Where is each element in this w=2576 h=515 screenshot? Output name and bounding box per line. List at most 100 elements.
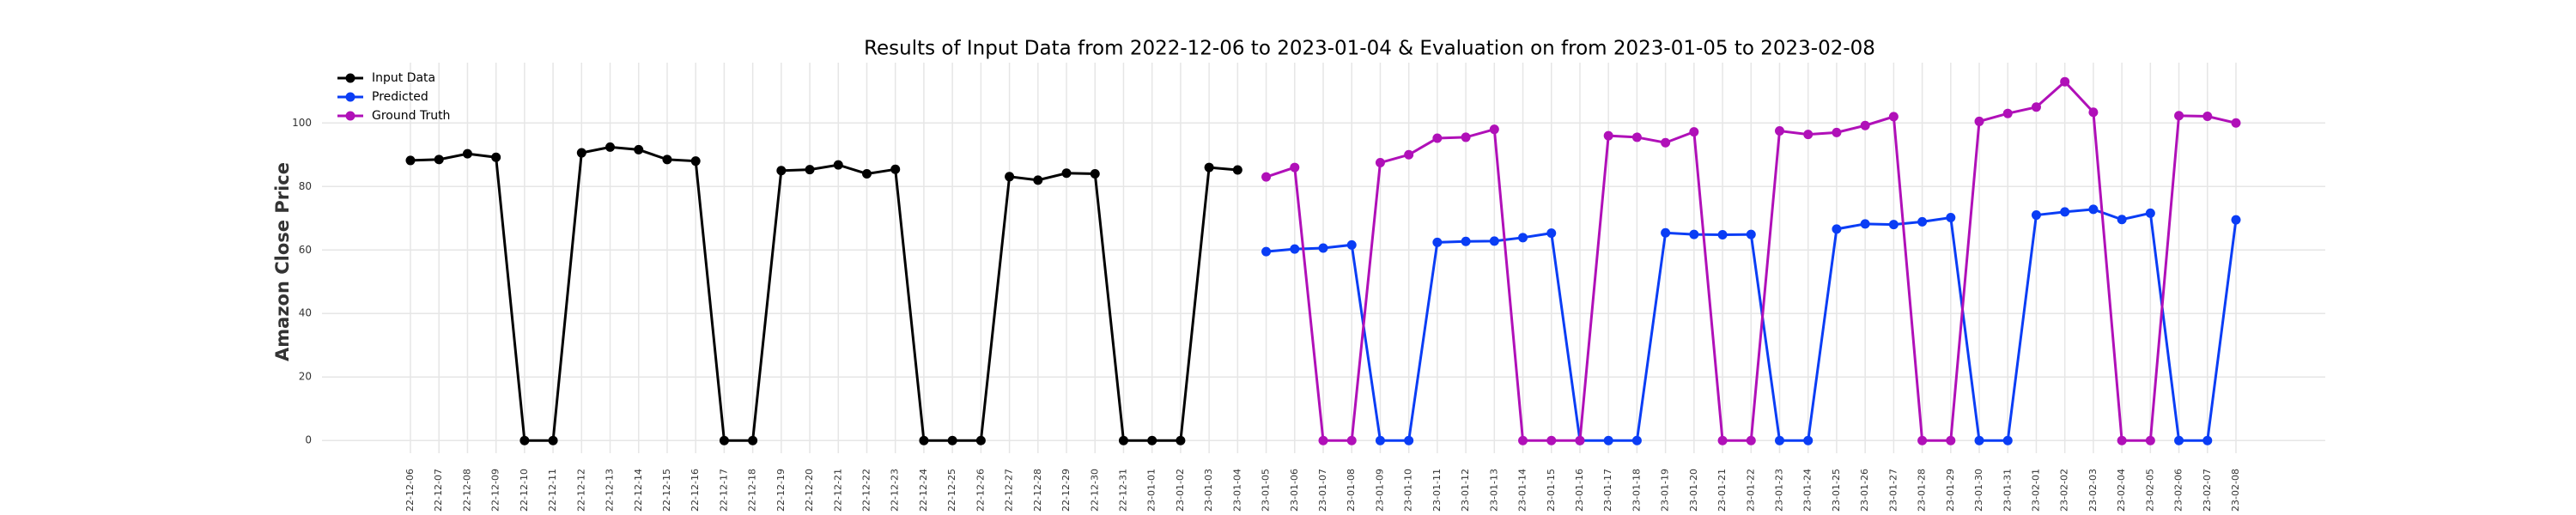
point xyxy=(2117,215,2127,225)
y-tick-label: 0 xyxy=(305,434,312,446)
point xyxy=(1546,228,1557,239)
x-tick-label: 23-01-06 xyxy=(1289,469,1300,512)
point xyxy=(1661,227,1671,238)
y-tick-label: 40 xyxy=(299,307,312,319)
point xyxy=(1375,435,1385,445)
series-line xyxy=(410,145,1238,442)
x-tick-label: 22-12-16 xyxy=(690,469,701,512)
point xyxy=(2117,435,2127,445)
x-tick-label: 23-02-01 xyxy=(2030,469,2041,512)
point xyxy=(1717,229,1728,239)
point xyxy=(2174,111,2184,121)
x-tick-label: 22-12-31 xyxy=(1117,469,1128,512)
point xyxy=(1717,435,1728,445)
x-tick-label: 22-12-08 xyxy=(461,469,472,512)
x-tick-label: 23-01-02 xyxy=(1175,469,1186,512)
x-tick-label: 22-12-23 xyxy=(890,469,901,512)
x-tick-label: 22-12-07 xyxy=(433,469,444,512)
point xyxy=(1489,124,1499,135)
point xyxy=(576,148,586,158)
point xyxy=(1518,233,1528,243)
point xyxy=(1290,244,1300,254)
point xyxy=(1775,435,1784,445)
point xyxy=(1204,162,1214,173)
point xyxy=(719,435,729,445)
x-tick-label: 22-12-18 xyxy=(747,469,758,512)
x-tick-label: 23-02-02 xyxy=(2059,469,2070,512)
y-tick-label: 80 xyxy=(299,180,312,192)
chart-title: Results of Input Data from 2022-12-06 to… xyxy=(864,38,1875,60)
point xyxy=(1290,162,1300,173)
point xyxy=(1318,243,1328,253)
point xyxy=(2060,207,2070,217)
x-tick-label: 23-01-20 xyxy=(1688,469,1699,512)
x-tick-label: 23-01-05 xyxy=(1261,469,1272,512)
point xyxy=(1432,237,1443,247)
legend-label: Predicted xyxy=(372,90,428,104)
point xyxy=(1746,435,1756,445)
point xyxy=(1232,165,1242,175)
y-axis-label: Amazon Close Price xyxy=(272,162,293,361)
x-tick-label: 23-01-14 xyxy=(1517,469,1528,512)
x-tick-label: 23-01-10 xyxy=(1403,469,1414,512)
point xyxy=(2002,108,2013,118)
x-tick-label: 22-12-30 xyxy=(1089,469,1100,512)
point xyxy=(2202,112,2213,122)
x-tick-label: 22-12-10 xyxy=(519,469,530,512)
x-tick-label: 22-12-20 xyxy=(804,469,815,512)
x-tick-label: 23-01-01 xyxy=(1146,469,1157,512)
x-tick-label: 23-01-08 xyxy=(1346,469,1357,512)
point xyxy=(1033,175,1043,185)
point xyxy=(1404,149,1414,160)
point xyxy=(1375,158,1385,168)
x-tick-label: 22-12-24 xyxy=(918,469,929,512)
point xyxy=(1118,435,1128,445)
point xyxy=(1775,126,1784,136)
point xyxy=(1005,172,1015,182)
point xyxy=(1689,127,1699,137)
point xyxy=(1432,133,1443,143)
point xyxy=(1631,435,1642,445)
point xyxy=(2231,215,2241,225)
point xyxy=(1689,229,1699,239)
point xyxy=(2088,204,2099,215)
x-tick-label: 23-01-25 xyxy=(1831,469,1842,512)
x-tick-label: 23-02-07 xyxy=(2202,469,2213,512)
point xyxy=(919,435,929,445)
point xyxy=(947,435,957,445)
point xyxy=(1917,435,1928,445)
point xyxy=(605,142,616,152)
point xyxy=(690,156,701,167)
x-tick-label: 22-12-25 xyxy=(946,469,957,512)
x-tick-label: 22-12-17 xyxy=(718,469,729,512)
point xyxy=(1261,172,1272,182)
point xyxy=(2002,435,2013,445)
point xyxy=(1489,236,1499,246)
point xyxy=(1090,168,1100,179)
x-tick-label: 23-01-24 xyxy=(1802,469,1814,512)
x-tick-label: 23-01-16 xyxy=(1574,469,1585,512)
x-tick-label: 22-12-09 xyxy=(490,469,501,512)
point xyxy=(1575,435,1585,445)
x-tick-label: 23-01-12 xyxy=(1460,469,1471,512)
x-tick-label: 22-12-27 xyxy=(1004,469,1015,512)
x-tick-label: 22-12-14 xyxy=(633,469,644,512)
point xyxy=(776,166,787,176)
point xyxy=(662,154,672,165)
x-tick-label: 23-01-29 xyxy=(1945,469,1956,512)
point xyxy=(2088,107,2099,118)
x-tick-label: 22-12-21 xyxy=(832,469,843,512)
x-tick-label: 23-02-04 xyxy=(2116,469,2127,512)
x-tick-label: 23-01-28 xyxy=(1917,469,1928,512)
point xyxy=(1917,216,1928,227)
point xyxy=(1803,130,1814,140)
x-tick-label: 23-02-03 xyxy=(2087,469,2099,512)
x-tick-label: 22-12-06 xyxy=(404,469,416,512)
point xyxy=(1974,116,1984,126)
x-tick-label: 22-12-11 xyxy=(547,469,558,512)
point xyxy=(890,164,901,174)
x-tick-label: 23-02-08 xyxy=(2230,469,2241,512)
x-tick-label: 23-01-03 xyxy=(1203,469,1214,512)
point xyxy=(1546,435,1557,445)
y-tick-label: 60 xyxy=(299,244,312,256)
